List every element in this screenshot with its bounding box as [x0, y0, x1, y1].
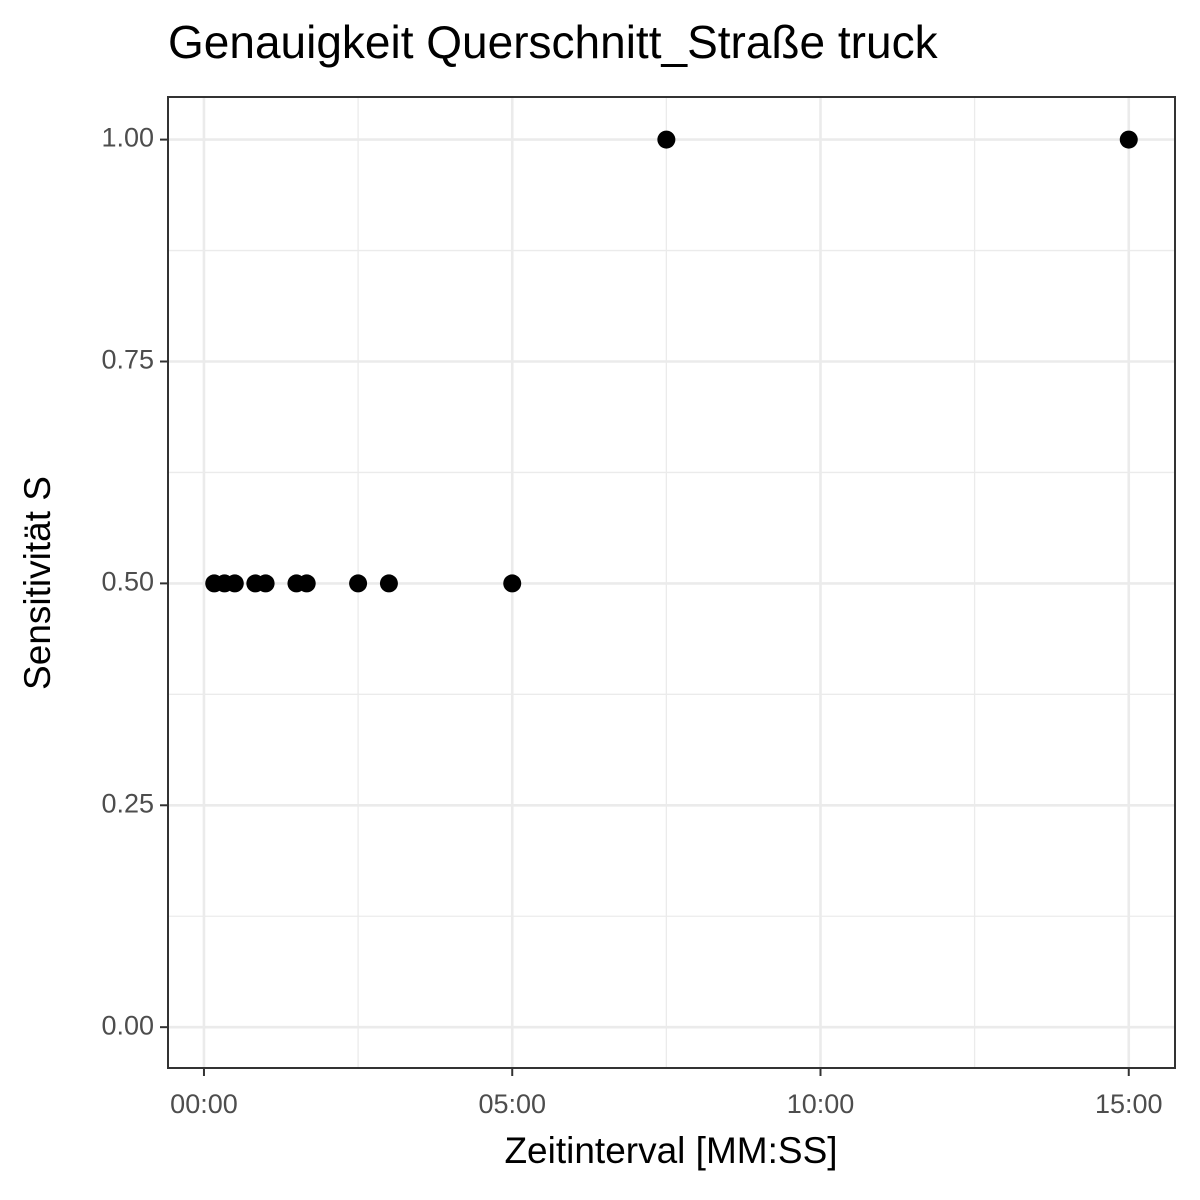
x-tick-label: 00:00	[170, 1089, 238, 1119]
x-tick-label: 05:00	[478, 1089, 546, 1119]
point	[1119, 130, 1138, 149]
x-tick-label: 10:00	[787, 1089, 855, 1119]
y-tick-label: 0.75	[101, 345, 154, 375]
point	[379, 574, 398, 593]
point	[657, 130, 676, 149]
point	[256, 574, 275, 593]
y-tick-label: 0.25	[101, 788, 154, 818]
point	[349, 574, 368, 593]
x-axis-title: Zeitinterval [MM:SS]	[504, 1130, 837, 1171]
panel-border	[167, 96, 1176, 1069]
point	[225, 574, 244, 593]
chart-title: Genauigkeit Querschnitt_Straße truck	[168, 16, 939, 68]
y-tick-label: 0.50	[101, 567, 154, 597]
y-axis-title: Sensitivität S	[17, 476, 58, 690]
point	[297, 574, 316, 593]
point	[503, 574, 522, 593]
x-tick-label: 15:00	[1095, 1089, 1163, 1119]
y-tick-label: 0.00	[101, 1010, 154, 1040]
y-tick-label: 1.00	[101, 123, 154, 153]
